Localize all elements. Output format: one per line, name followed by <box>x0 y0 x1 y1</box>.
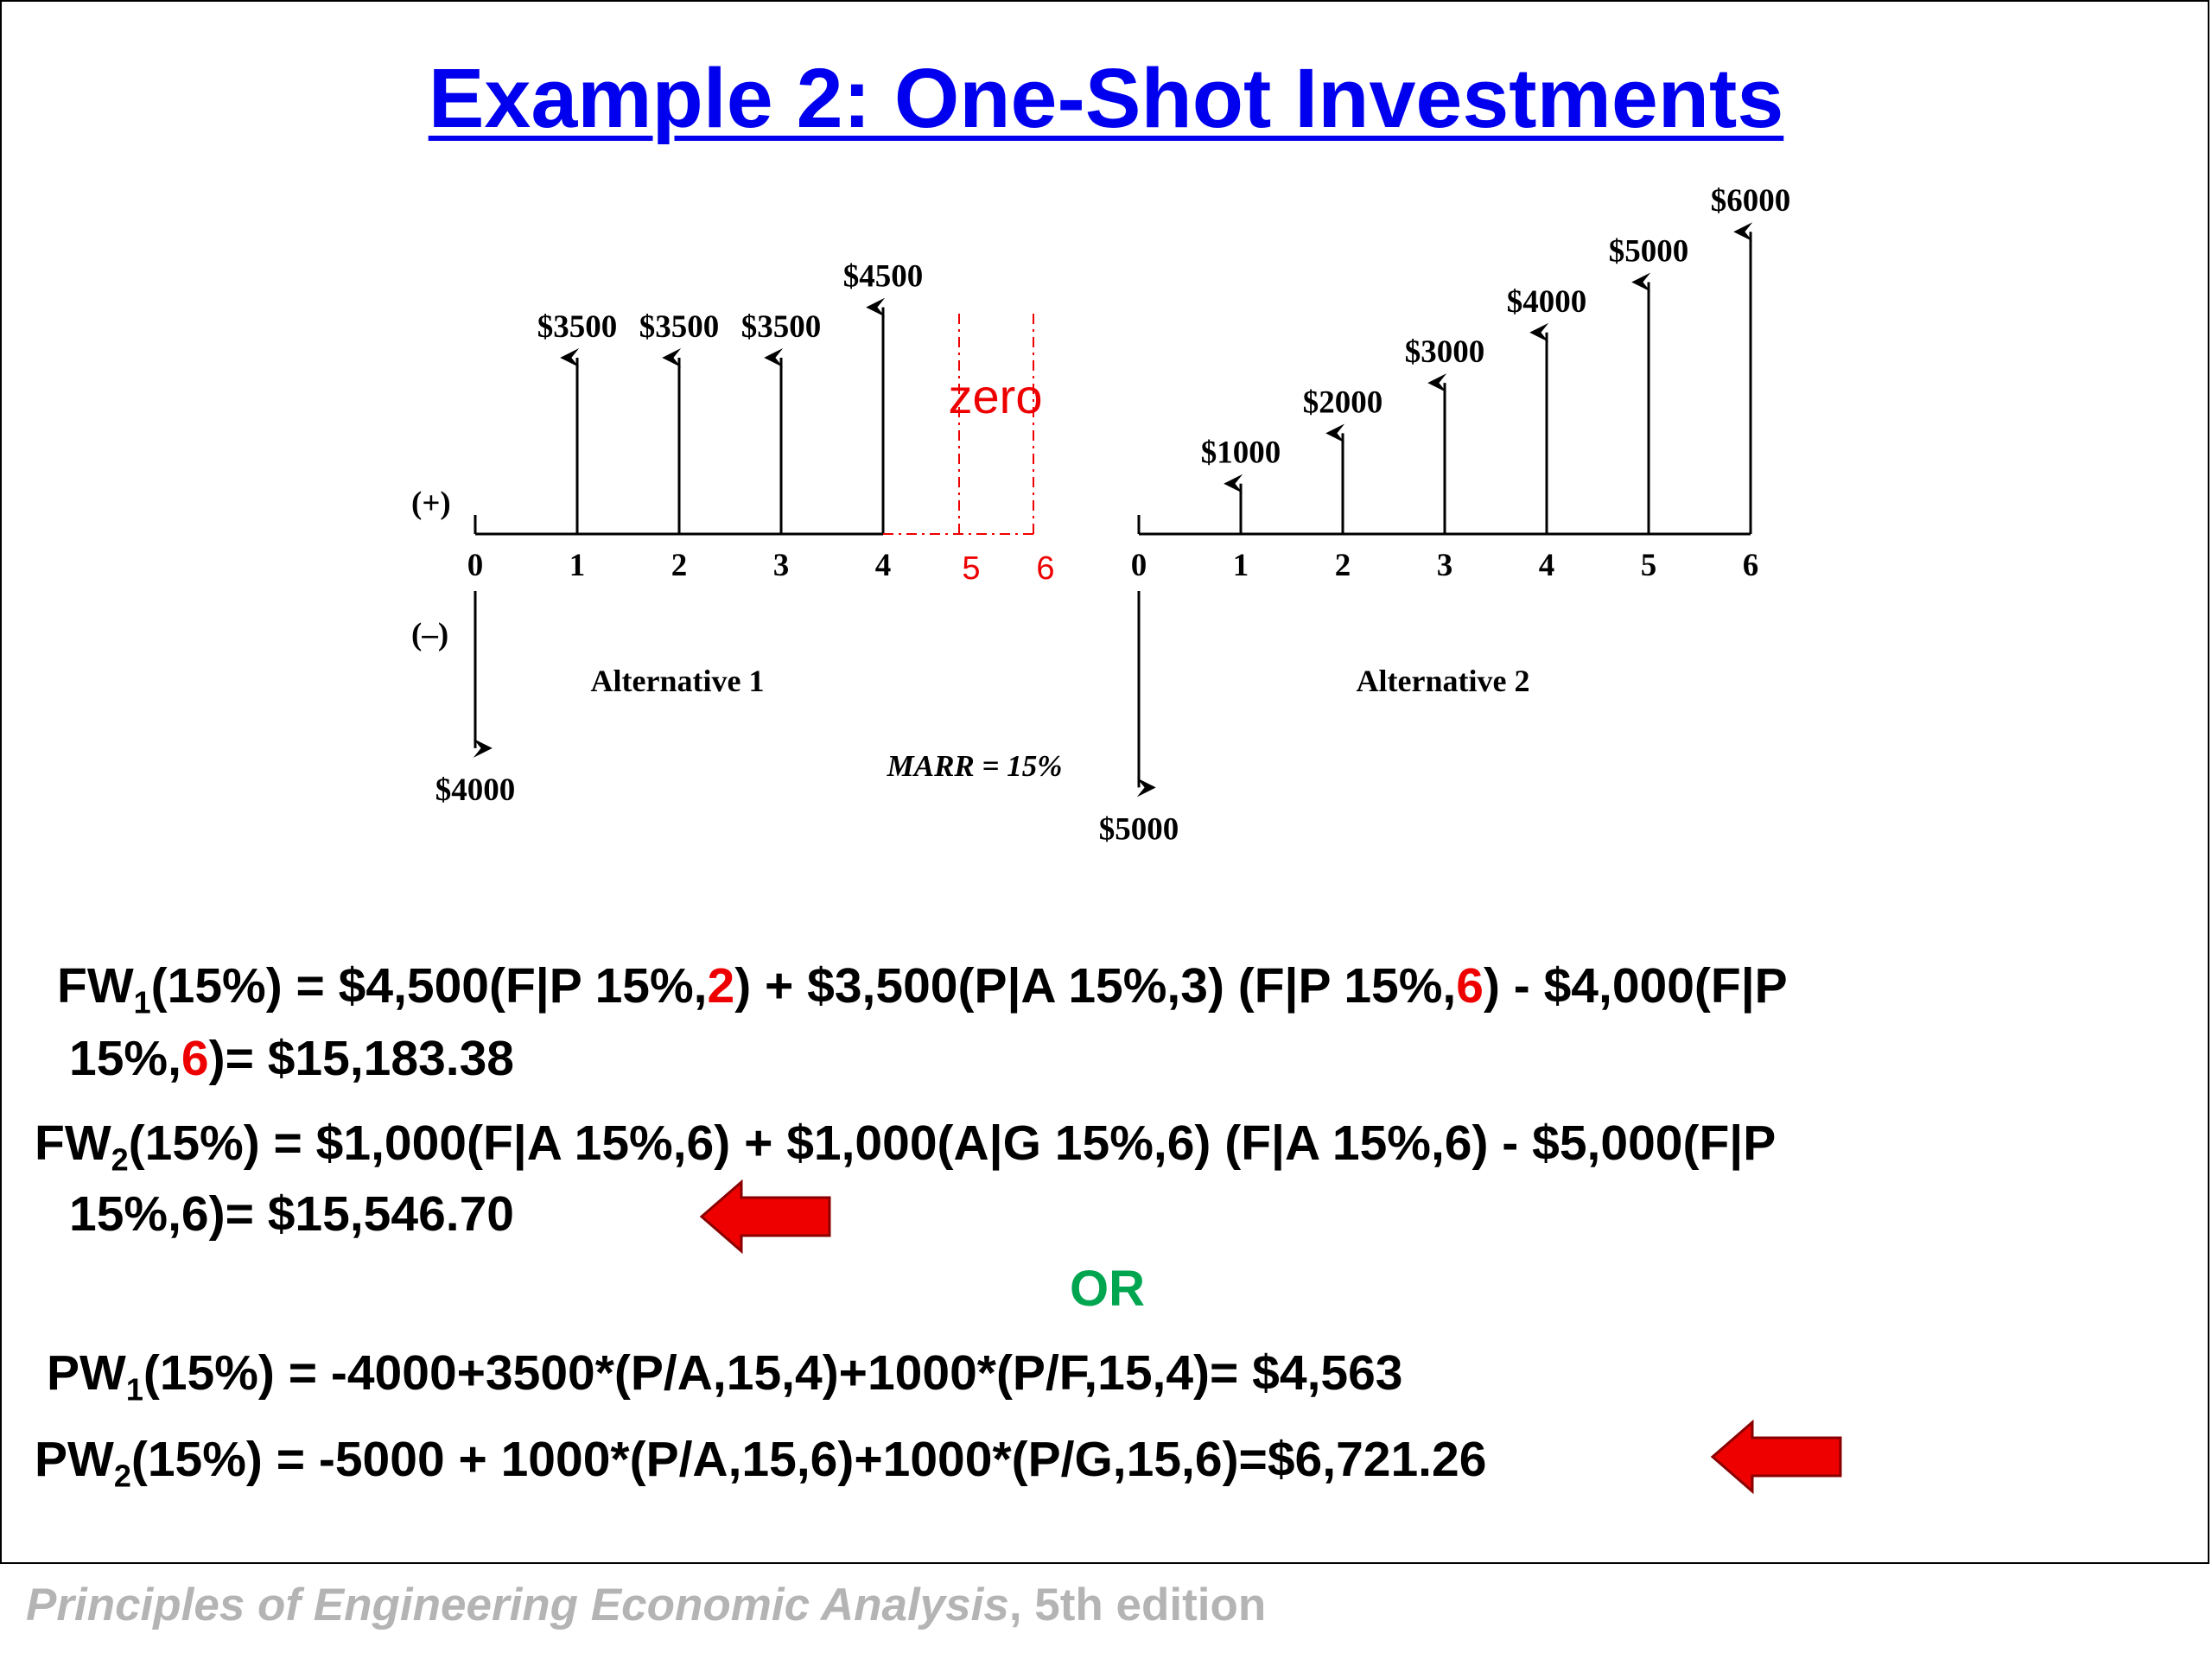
fw1-equation-line1: FW1(15%) = $4,500(F|P 15%,2) + $3,500(P|… <box>57 958 1788 1020</box>
alt1-extra-tick-6: 6 <box>1036 550 1054 587</box>
slide-title: Example 2: One-Shot Investments <box>428 51 1784 145</box>
fw2-equation-line1: FW2(15%) = $1,000(F|A 15%,6) + $1,000(A|… <box>35 1116 1777 1178</box>
fw1-equation-line2: 15%,6)= $15,183.38 <box>69 1031 515 1086</box>
cash-flow-diagram: 0 1 2 3 4 $4000 $3500 $3500 $3500 $4500 5 6 0 1 2 3 4 5 6… <box>411 183 1791 847</box>
zero-annotation: zero <box>949 369 1043 423</box>
alt2-tick-label-4: 4 <box>1539 548 1555 583</box>
alternative-2-diagram: 0 1 2 3 4 5 6 $5000 $1000 $2000 $3000 $4000 $5000 $60… <box>1099 183 1791 847</box>
alt2-tick-label-3: 3 <box>1437 548 1453 583</box>
alt2-tick-label-1: 1 <box>1233 548 1249 583</box>
alt2-inflow-label-6: $6000 <box>1711 183 1791 219</box>
alternative-2-label: Alternative 2 <box>1357 664 1530 698</box>
fw2-equation-line2: 15%,6)= $15,546.70 <box>69 1186 515 1242</box>
minus-sign-label: (–) <box>411 617 448 652</box>
alt2-tick-label-5: 5 <box>1641 548 1657 583</box>
alt2-inflow-label-1: $1000 <box>1201 435 1281 471</box>
alt2-outflow-label-0: $5000 <box>1099 811 1179 847</box>
alt2-inflow-label-4: $4000 <box>1507 284 1587 320</box>
alt1-tick-label-4: 4 <box>875 548 892 583</box>
alt2-inflow-label-5: $5000 <box>1609 234 1689 270</box>
red-arrow-icon-fw2 <box>699 1179 831 1255</box>
alt1-tick-label-0: 0 <box>467 548 484 583</box>
alt1-tick-label-1: 1 <box>569 548 586 583</box>
alt1-tick-label-3: 3 <box>773 548 790 583</box>
alt1-inflow-label-2: $3500 <box>639 309 720 345</box>
alt1-inflow-label-4: $4500 <box>843 259 924 295</box>
slide-frame <box>0 0 2209 1564</box>
alt2-inflow-label-2: $2000 <box>1303 385 1383 420</box>
red-arrow-icon-pw2 <box>1710 1419 1842 1495</box>
alt2-inflow-label-3: $3000 <box>1405 334 1485 370</box>
alt1-inflow-label-1: $3500 <box>537 309 618 345</box>
alternative-1-label: Alternative 1 <box>591 664 765 698</box>
alt2-tick-label-6: 6 <box>1743 548 1759 583</box>
alt1-inflow-label-3: $3500 <box>741 309 822 345</box>
marr-label: MARR = 15% <box>887 749 1063 783</box>
alt2-tick-label-0: 0 <box>1131 548 1147 583</box>
alt1-tick-label-2: 2 <box>671 548 688 583</box>
alternative-1-diagram: 0 1 2 3 4 $4000 $3500 $3500 $3500 $4500 5 6 <box>435 259 1055 808</box>
alt2-tick-label-2: 2 <box>1335 548 1351 583</box>
plus-sign-label: (+) <box>411 486 451 521</box>
alt1-outflow-label-0: $4000 <box>435 772 516 808</box>
or-separator: OR <box>1070 1261 1145 1317</box>
pw2-equation: PW2(15%) = -5000 + 1000*(P/A,15,6)+1000*… <box>35 1432 1487 1494</box>
footer-citation: Principles of Engineering Economic Analy… <box>26 1580 1267 1630</box>
pw1-equation: PW1(15%) = -4000+3500*(P/A,15,4)+1000*(P… <box>47 1345 1403 1408</box>
alt1-extra-tick-5: 5 <box>962 550 980 587</box>
